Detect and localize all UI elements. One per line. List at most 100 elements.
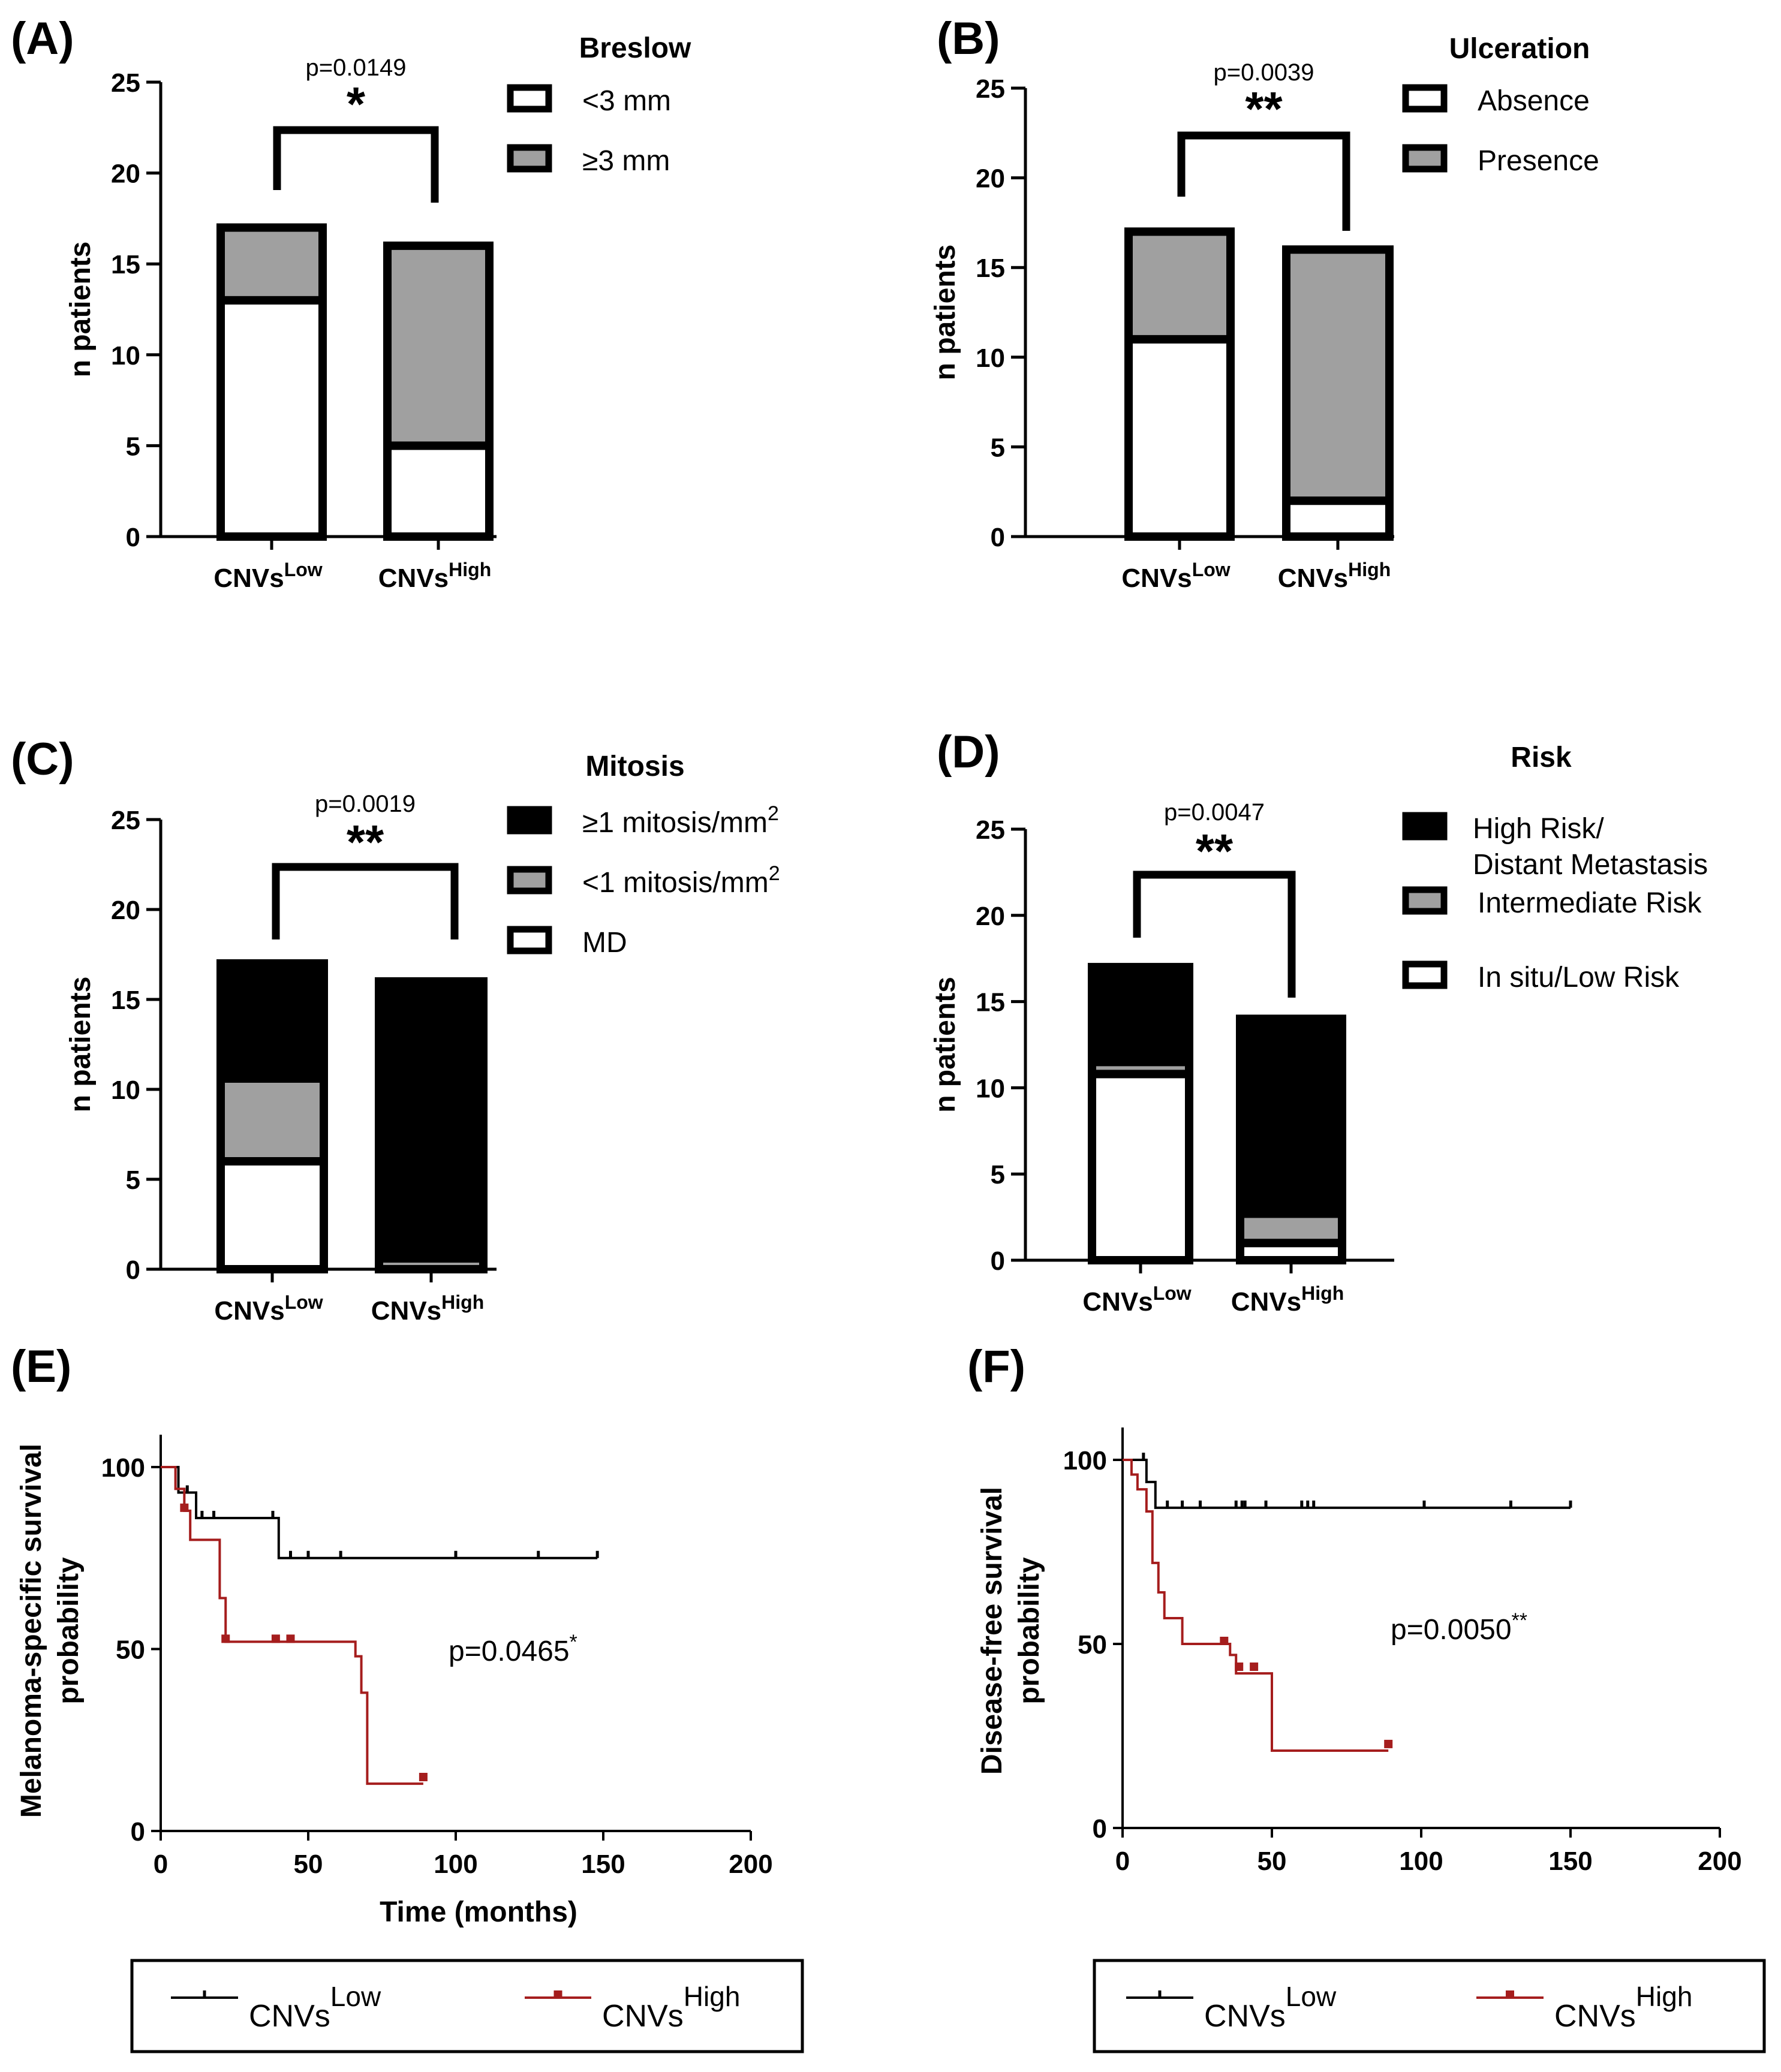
bar-segment-2-category-1 <box>216 1074 328 1166</box>
y-tick-label: 10 <box>976 344 1005 373</box>
y-tick-label: 100 <box>1063 1446 1107 1475</box>
bar-segment-1-category-1 <box>216 296 327 541</box>
y-tick-label: 25 <box>976 74 1005 104</box>
bar-segment-3-category-2 <box>1236 1014 1346 1218</box>
y-tick-label: 0 <box>126 523 140 552</box>
panel-label: (D) <box>937 727 1000 778</box>
bar-segment-1-category-1 <box>1088 1070 1193 1264</box>
legend-label: High Risk/ <box>1473 813 1604 845</box>
p-value-stars: ** <box>1512 1609 1527 1632</box>
censor-mark-high <box>271 1634 280 1643</box>
category-label-superscript: Low <box>1192 559 1231 580</box>
km-legend-label: CNVsHigh <box>602 1981 740 2034</box>
legend-label-superscript: 2 <box>768 802 779 825</box>
y-axis-label: n patients <box>65 242 97 378</box>
legend-censor-sample <box>553 1990 562 1999</box>
y-tick-label: 0 <box>131 1817 145 1847</box>
category-label-base: CNVs <box>214 1296 284 1326</box>
y-tick-label: 20 <box>976 164 1005 194</box>
p-value-stars: * <box>570 1631 577 1654</box>
km-legend-box <box>130 1959 804 2053</box>
y-tick-label: 5 <box>991 433 1005 462</box>
legend-swatch <box>507 866 552 895</box>
p-value-label: p=0.0050** <box>1391 1609 1527 1646</box>
category-label-superscript: High <box>449 559 491 580</box>
legend-label-text: <1 mitosis/mm <box>582 867 769 899</box>
legend-swatch <box>1402 144 1448 173</box>
x-category-label: CNVsHigh <box>1231 1282 1344 1317</box>
y-tick-label: 25 <box>111 806 140 835</box>
x-tick-label: 200 <box>729 1850 772 1879</box>
censor-mark-high <box>221 1634 230 1643</box>
survival-curve-low <box>161 1466 598 1559</box>
category-label-superscript: Low <box>1153 1282 1192 1304</box>
legend-label-text: Absence <box>1478 85 1590 117</box>
x-category-label: CNVsHigh <box>378 559 491 593</box>
y-axis-label: n patients <box>929 977 961 1113</box>
legend-title: Ulceration <box>1449 33 1590 65</box>
panel-e: (E) 0 50 100 0 50 100 150 200 Time (months) Melano… <box>11 1341 804 2053</box>
x-tick-label: 200 <box>1698 1847 1741 1876</box>
legend-title: Mitosis <box>585 751 684 782</box>
legend-label-text: ≥3 mm <box>582 145 670 177</box>
km-legend-label-base: CNVs <box>1554 1999 1636 2034</box>
y-tick-label: 5 <box>126 1166 140 1195</box>
y-axis-label-line: probability <box>53 1557 85 1704</box>
y-tick-label: 15 <box>111 986 140 1015</box>
survival-curve-low <box>1123 1459 1571 1509</box>
y-axis-label: n patients <box>929 245 961 381</box>
km-legend-label-base: CNVs <box>249 1999 330 2034</box>
p-value-label: p=0.0019 <box>315 791 416 817</box>
legend-swatch <box>507 84 552 113</box>
censor-mark-high <box>180 1503 189 1512</box>
bar-segment-1-category-1 <box>216 1157 328 1273</box>
y-tick-label: 0 <box>1093 1814 1107 1844</box>
y-tick-label: 50 <box>1078 1630 1107 1660</box>
x-tick-label: 150 <box>1548 1847 1592 1876</box>
legend-label: <3 mm <box>582 85 671 117</box>
y-tick-label: 15 <box>111 250 140 279</box>
category-label-base: CNVs <box>1121 564 1192 593</box>
category-label-base: CNVs <box>378 564 449 593</box>
significance-stars: * <box>347 77 366 131</box>
x-tick-label: 50 <box>1257 1847 1287 1876</box>
bar-segment-2-category-2 <box>1236 1209 1346 1248</box>
y-tick-label: 15 <box>976 988 1005 1017</box>
survival-curve-high <box>1123 1459 1389 1752</box>
legend-swatch <box>507 926 552 954</box>
censor-mark-high <box>1220 1637 1229 1645</box>
y-tick-label: 10 <box>111 341 140 371</box>
legend-label: In situ/Low Risk <box>1478 962 1680 993</box>
km-legend-label-base: CNVs <box>1204 1999 1286 2034</box>
bar-segment-1-category-1 <box>1124 335 1235 541</box>
category-label-base: CNVs <box>1278 564 1348 593</box>
y-tick-label: 50 <box>116 1636 145 1665</box>
significance-bracket <box>273 126 439 203</box>
y-tick-label: 10 <box>111 1076 140 1105</box>
bar-segment-2-category-1 <box>216 223 327 305</box>
y-tick-label: 10 <box>976 1074 1005 1103</box>
y-tick-label: 5 <box>991 1160 1005 1189</box>
x-axis-label: Time (months) <box>380 1896 577 1928</box>
significance-bracket <box>1177 131 1350 231</box>
x-tick-label: 100 <box>434 1850 477 1879</box>
significance-stars: ** <box>1196 824 1234 878</box>
survival-curve-high <box>161 1466 423 1785</box>
panel-label: (C) <box>11 734 74 785</box>
significance-stars: ** <box>347 815 384 869</box>
bar-segment-2-category-1 <box>1124 227 1235 344</box>
category-label-base: CNVs <box>213 564 284 593</box>
y-tick-label: 0 <box>991 1246 1005 1276</box>
legend-swatch <box>1402 886 1448 915</box>
category-label-superscript: High <box>1301 1282 1344 1304</box>
y-axis-label-line: probability <box>1013 1557 1045 1704</box>
p-value-text: p=0.0465 <box>449 1636 570 1667</box>
censor-mark-high <box>286 1634 295 1643</box>
x-tick-label: 0 <box>154 1850 168 1879</box>
panel-label: (A) <box>11 13 74 64</box>
category-label-superscript: Low <box>285 1291 323 1313</box>
